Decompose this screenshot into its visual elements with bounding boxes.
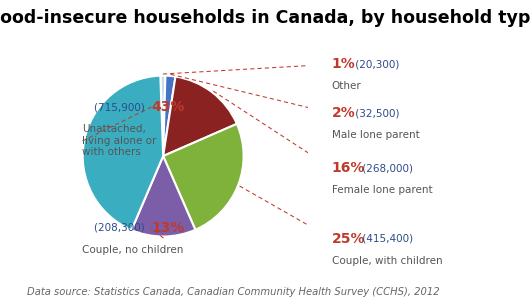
Text: (208,300): (208,300): [94, 223, 151, 233]
Text: 1%: 1%: [332, 57, 356, 71]
Text: 13%: 13%: [151, 221, 185, 235]
Text: 2%: 2%: [332, 106, 356, 120]
Text: Unattached,
living alone or
with others: Unattached, living alone or with others: [82, 124, 157, 157]
Wedge shape: [83, 76, 163, 230]
Text: 43%: 43%: [151, 100, 185, 114]
Text: 16%: 16%: [332, 161, 365, 175]
Wedge shape: [132, 156, 195, 237]
Text: 25%: 25%: [332, 232, 365, 246]
Text: Couple, with children: Couple, with children: [332, 256, 442, 266]
Text: Food-insecure households in Canada, by household type: Food-insecure households in Canada, by h…: [0, 9, 531, 27]
Text: (32,500): (32,500): [352, 108, 399, 118]
Wedge shape: [160, 76, 166, 156]
Wedge shape: [163, 76, 237, 156]
Text: Female lone parent: Female lone parent: [332, 185, 433, 195]
Text: (415,400): (415,400): [359, 234, 414, 244]
Text: Other: Other: [332, 81, 362, 91]
Text: Couple, no children: Couple, no children: [82, 245, 184, 255]
Wedge shape: [163, 124, 244, 230]
Text: Data source: Statistics Canada, Canadian Community Health Survey (CCHS), 2012: Data source: Statistics Canada, Canadian…: [27, 287, 439, 297]
Text: (20,300): (20,300): [352, 59, 399, 69]
Wedge shape: [163, 76, 175, 156]
Text: (715,900): (715,900): [94, 102, 151, 112]
Text: Male lone parent: Male lone parent: [332, 130, 419, 140]
Text: (268,000): (268,000): [359, 163, 414, 173]
